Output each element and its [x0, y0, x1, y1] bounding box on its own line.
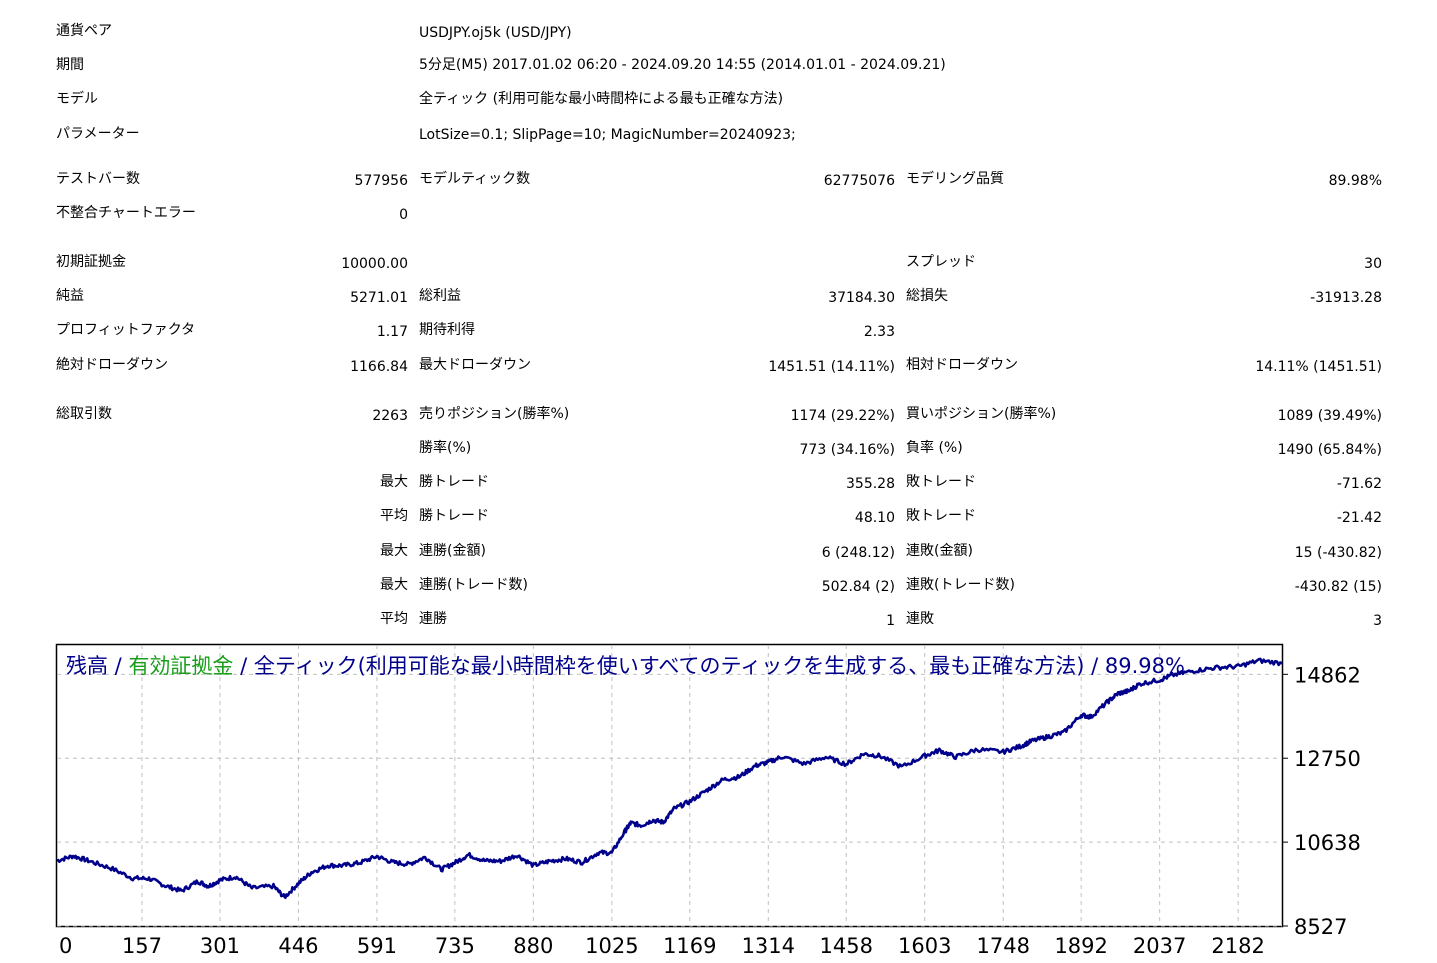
trades-value: 2263 [372, 408, 408, 424]
winrate-value: 773 (34.16%) [799, 442, 895, 458]
max-cons-profit-label: 連勝(トレード数) [419, 577, 528, 593]
x-tick-label: 2182 [1211, 934, 1264, 958]
x-tick-label: 301 [200, 934, 240, 958]
largest-loss-label: 敗トレード [906, 474, 976, 490]
ticks-label: モデルティック数 [419, 171, 531, 187]
expected-value: 2.33 [863, 324, 895, 340]
avg-cons-wins-value: 1 [886, 613, 895, 629]
quality-label: モデリング品質 [906, 171, 1004, 187]
max-dd-value: 1451.51 (14.11%) [768, 359, 895, 375]
plot-frame [55, 643, 1284, 928]
x-tick-label: 1748 [976, 934, 1029, 958]
model-label: モデル [56, 91, 98, 107]
legend-rest: / 全ティック(利用可能な最小時間枠を使いすべてのティックを生成する、最も正確な… [233, 654, 1184, 678]
spread-label: スプレッド [906, 254, 976, 270]
y-tick-label: 8527 [1294, 915, 1347, 939]
avg-win-label: 勝トレード [419, 508, 489, 524]
rel-dd-value: 14.11% (1451.51) [1255, 359, 1382, 375]
max-cons-loss-label: 連敗(トレード数) [906, 577, 1015, 593]
params-label: パラメーター [56, 126, 140, 142]
trades-label: 総取引数 [56, 406, 112, 422]
mismatch-label: 不整合チャートエラー [56, 205, 196, 221]
x-tick-label: 1314 [742, 934, 795, 958]
period-label: 期間 [56, 57, 84, 73]
x-tick-label: 735 [435, 934, 475, 958]
x-tick-label: 1458 [820, 934, 873, 958]
mismatch-value: 0 [399, 207, 408, 223]
average-prefix: 平均 [380, 508, 408, 524]
max-cons-profit-value: 502.84 (2) [821, 579, 895, 595]
largest-win-label: 勝トレード [419, 474, 489, 490]
pf-value: 1.17 [376, 324, 408, 340]
x-tick-label: 1892 [1054, 934, 1107, 958]
x-tick-label: 1025 [585, 934, 638, 958]
currency-pair-value: USDJPY.oj5k (USD/JPY) [419, 25, 572, 41]
max-cons-wins-label: 連勝(金額) [419, 543, 486, 559]
model-value: 全ティック (利用可能な最小時間枠による最も正確な方法) [419, 91, 784, 107]
quality-value: 89.98% [1328, 173, 1382, 189]
long-value: 1089 (39.49%) [1277, 408, 1382, 424]
bars-label: テストバー数 [56, 171, 140, 187]
short-value: 1174 (29.22%) [790, 408, 895, 424]
bars-value: 577956 [354, 173, 408, 189]
gross-profit-value: 37184.30 [828, 290, 895, 306]
rel-dd-label: 相対ドローダウン [906, 357, 1018, 373]
y-tick-label: 10638 [1294, 831, 1361, 855]
abs-dd-label: 絶対ドローダウン [56, 357, 168, 373]
x-tick-label: 446 [278, 934, 318, 958]
x-tick-label: 2037 [1133, 934, 1186, 958]
gross-loss-label: 総損失 [906, 288, 948, 304]
avg-cons-losses-label: 連敗 [906, 611, 934, 627]
period-value: 5分足(M5) 2017.01.02 06:20 - 2024.09.20 14… [419, 57, 946, 73]
chart-legend: 残高 / 有効証拠金 / 全ティック(利用可能な最小時間枠を使いすべてのティック… [66, 654, 1185, 678]
winrate-label: 勝率(%) [419, 440, 472, 456]
avg-loss-value: -21.42 [1336, 510, 1382, 526]
x-tick-label: 1603 [898, 934, 951, 958]
ticks-value: 62775076 [823, 173, 895, 189]
max-cons-loss-value: -430.82 (15) [1294, 579, 1382, 595]
long-label: 買いポジション(勝率%) [906, 406, 1057, 422]
params-value: LotSize=0.1; SlipPage=10; MagicNumber=20… [419, 127, 796, 143]
x-tick-label: 157 [122, 934, 162, 958]
abs-dd-value: 1166.84 [350, 359, 408, 375]
net-label: 純益 [56, 288, 84, 304]
gross-profit-label: 総利益 [419, 288, 461, 304]
largest-loss-value: -71.62 [1336, 476, 1382, 492]
max-dd-label: 最大ドローダウン [419, 357, 531, 373]
gross-loss-value: -31913.28 [1310, 290, 1382, 306]
balance-line [56, 657, 1283, 900]
short-label: 売りポジション(勝率%) [419, 406, 570, 422]
avg-cons-wins-label: 連勝 [419, 611, 447, 627]
x-tick-label: 591 [357, 934, 397, 958]
avg-cons-losses-value: 3 [1373, 613, 1382, 629]
x-tick-label: 1169 [663, 934, 716, 958]
max-cons-wins-value: 6 (248.12) [821, 545, 895, 561]
legend-equity: 有効証拠金 [128, 654, 233, 678]
avg-cons-prefix: 平均 [380, 611, 408, 627]
max-cons-count-prefix: 最大 [380, 577, 408, 593]
lossrate-label: 負率 (%) [906, 440, 963, 456]
deposit-label: 初期証拠金 [56, 254, 126, 270]
currency-pair-label: 通貨ペア [56, 23, 112, 39]
largest-prefix: 最大 [380, 474, 408, 490]
avg-win-value: 48.10 [854, 510, 895, 526]
max-cons-losses-value: 15 (-430.82) [1294, 545, 1382, 561]
max-cons-prefix: 最大 [380, 543, 408, 559]
y-tick-label: 12750 [1294, 747, 1361, 771]
expected-label: 期待利得 [419, 322, 475, 338]
x-tick-label: 880 [513, 934, 553, 958]
pf-label: プロフィットファクタ [56, 322, 196, 338]
largest-win-value: 355.28 [846, 476, 895, 492]
net-value: 5271.01 [350, 290, 408, 306]
x-tick-label: 0 [59, 934, 72, 958]
max-cons-losses-label: 連敗(金額) [906, 543, 973, 559]
legend-balance: 残高 [66, 654, 108, 678]
avg-loss-label: 敗トレード [906, 508, 976, 524]
lossrate-value: 1490 (65.84%) [1277, 442, 1382, 458]
legend-sep: / [108, 654, 128, 678]
y-tick-label: 14862 [1294, 663, 1361, 687]
spread-value: 30 [1364, 256, 1382, 272]
deposit-value: 10000.00 [341, 256, 408, 272]
